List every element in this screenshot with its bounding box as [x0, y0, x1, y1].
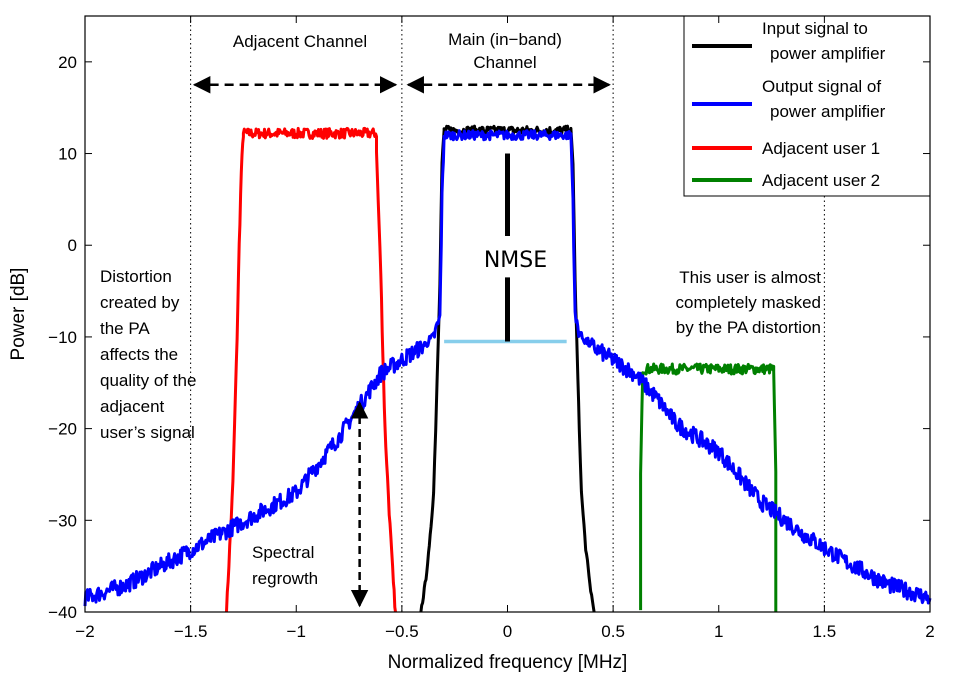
- axes: −2 −1.5 −1 −0.5 0 0.5 1 1.5 2 20 10 0 −10 −20 −30 −40 No…: [8, 15, 935, 673]
- x-axis-label: Normalized frequency [MHz]: [388, 652, 628, 673]
- y-tick-label: 20: [58, 53, 77, 72]
- y-tick-label: −30: [48, 511, 77, 530]
- legend-label: Adjacent user 1: [762, 139, 880, 158]
- distortion-note-line: quality of the: [100, 371, 196, 390]
- series-adjacent-user-1-line: [225, 126, 397, 613]
- x-tick-label: −1: [287, 622, 306, 641]
- x-tick-label: 0.5: [601, 622, 625, 641]
- annotations: NMSE Adjacent Channel Main (in−band) Channe…: [100, 30, 821, 608]
- legend-label: power amplifier: [770, 102, 886, 121]
- x-tick-label: 0: [503, 622, 512, 641]
- y-tick-label: −40: [48, 603, 77, 622]
- x-tick-label: −0.5: [385, 622, 419, 641]
- distortion-note-line: user’s signal: [100, 423, 195, 442]
- distortion-note-line: adjacent: [100, 397, 165, 416]
- nmse-label: NMSE: [484, 248, 547, 273]
- spectral-regrowth-label: regrowth: [252, 569, 318, 588]
- masked-user-note-line: This user is almost: [679, 268, 821, 287]
- legend: Input signal to power amplifier Output sig…: [683, 15, 931, 197]
- distortion-note-line: Distortion: [100, 267, 172, 286]
- series-adjacent-user-2-line: [639, 362, 778, 612]
- legend-label: Input signal to: [762, 19, 868, 38]
- legend-label: power amplifier: [770, 44, 886, 63]
- main-channel-label-line1: Main (in−band): [448, 30, 562, 49]
- masked-user-note-line: completely masked: [675, 293, 821, 312]
- x-tick-label: 1: [714, 622, 723, 641]
- legend-label: Output signal of: [762, 77, 881, 96]
- x-tick-label: −2: [75, 622, 94, 641]
- x-tick-label: 1.5: [813, 622, 837, 641]
- distortion-note-line: the PA: [100, 319, 150, 338]
- masked-user-note-line: by the PA distortion: [676, 318, 821, 337]
- spectral-regrowth-label: Spectral: [252, 543, 314, 562]
- legend-label: Adjacent user 2: [762, 171, 880, 190]
- x-tick-label: −1.5: [174, 622, 208, 641]
- distortion-note-line: affects the: [100, 345, 178, 364]
- x-tick-label: 2: [925, 622, 934, 641]
- adjacent-channel-label: Adjacent Channel: [233, 32, 367, 51]
- y-tick-label: 10: [58, 145, 77, 164]
- distortion-note-line: created by: [100, 293, 180, 312]
- y-axis-label: Power [dB]: [8, 268, 29, 361]
- main-channel-label-line2: Channel: [473, 53, 536, 72]
- series-output-signal-line: [83, 129, 932, 607]
- y-tick-label: −10: [48, 328, 77, 347]
- y-tick-label: 0: [68, 236, 77, 255]
- y-tick-label: −20: [48, 420, 77, 439]
